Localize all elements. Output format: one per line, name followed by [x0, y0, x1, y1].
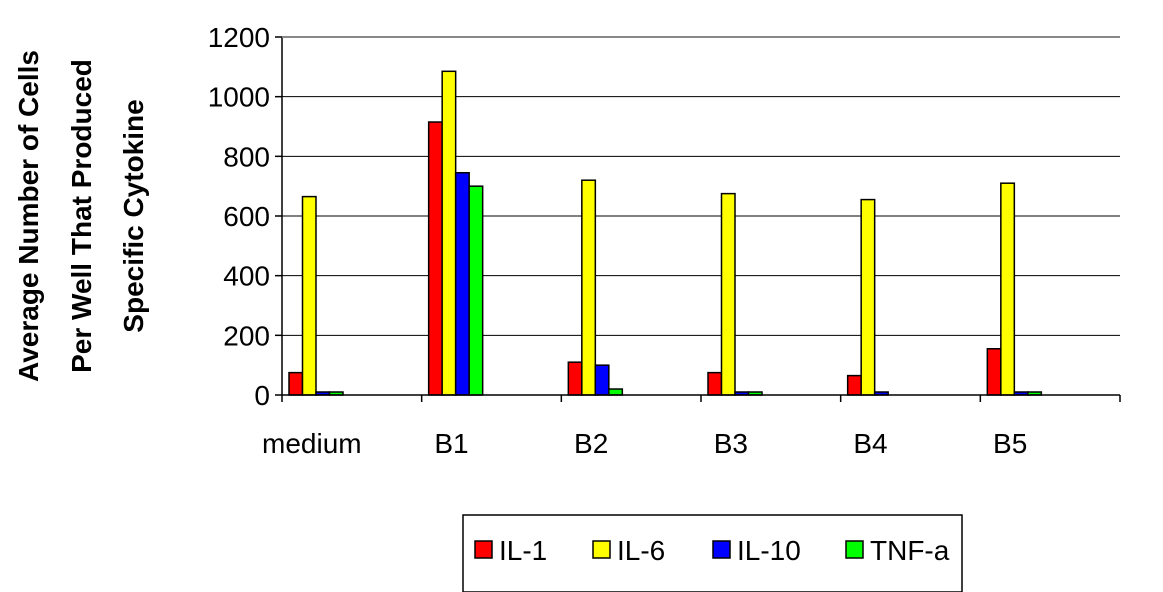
bar-il-10-b1 [454, 171, 470, 396]
bar-il-10-b2 [594, 364, 610, 396]
bar-il-6-b5 [1000, 182, 1016, 396]
y-axis-label: Average Number of Cells Per Well That Pr… [13, 50, 149, 382]
bar-tnf-a-b1 [468, 185, 484, 396]
legend-label: IL-6 [617, 535, 665, 566]
legend-swatch-il-1 [474, 540, 493, 559]
legend-swatch-il-6 [592, 540, 611, 559]
y-tick-label: 800 [223, 141, 270, 172]
legend-label: IL-1 [499, 535, 547, 566]
y-tick-label: 1200 [208, 22, 270, 53]
x-category-labels: medium B1 B2 B3 B4 B5 [262, 428, 1027, 459]
y-tick-label: 600 [223, 201, 270, 232]
x-category-label: B2 [574, 428, 608, 459]
gridlines [282, 36, 1120, 336]
bar-il-6-b1 [441, 70, 457, 396]
bar-il-6-b3 [720, 192, 736, 396]
bar-il-1-medium [288, 371, 304, 396]
x-category-label: medium [262, 428, 362, 459]
legend-label: TNF-a [870, 535, 950, 566]
bar-il-1-b1 [427, 121, 443, 396]
bar-il-1-b4 [846, 374, 862, 396]
bar-il-1-b5 [986, 348, 1002, 396]
bar-il-1-b3 [707, 371, 723, 396]
x-category-label: B5 [993, 428, 1027, 459]
y-tick-label: 200 [223, 320, 270, 351]
y-tick-label: 400 [223, 261, 270, 292]
legend: IL-1 IL-6 IL-10 TNF-a [462, 514, 963, 592]
x-category-label: B3 [714, 428, 748, 459]
y-axis-label-line-2: Per Well That Produced [66, 59, 97, 373]
legend-swatch-il-10 [712, 540, 731, 559]
bar-il-6-b4 [860, 198, 876, 396]
y-tick-labels: 0 200 400 600 800 1000 1200 [208, 22, 282, 411]
bar-tnf-a-b2 [608, 388, 624, 396]
y-tick-label: 1000 [208, 82, 270, 113]
y-tick-label: 0 [254, 380, 270, 411]
legend-swatch-tnf-a [845, 540, 864, 559]
x-category-label: B1 [434, 428, 468, 459]
y-axis-label-line-3: Specific Cytokine [118, 99, 149, 332]
bar-il-6-b2 [581, 179, 597, 396]
legend-label: IL-10 [737, 535, 801, 566]
x-category-label: B4 [853, 428, 887, 459]
axes [281, 36, 1121, 402]
bar-il-1-b2 [567, 361, 583, 396]
bar-il-6-medium [301, 195, 317, 396]
y-axis-label-line-1: Average Number of Cells [13, 50, 44, 382]
bars [288, 70, 1043, 396]
